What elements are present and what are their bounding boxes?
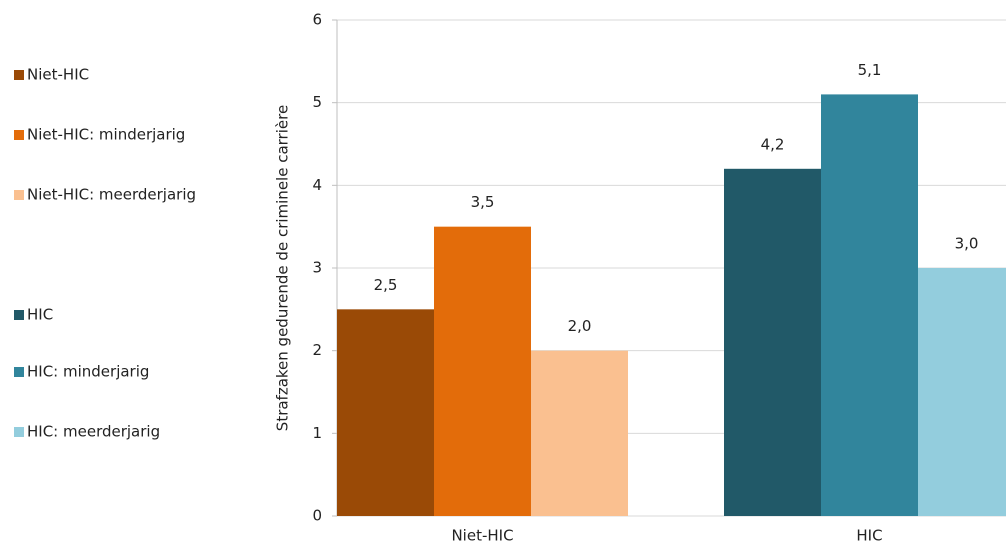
y-tick-label: 4	[312, 176, 322, 194]
value-label: 3,0	[955, 235, 979, 253]
y-tick-label: 6	[312, 11, 322, 29]
legend-label: HIC	[27, 306, 53, 324]
labels: 0 1 2 3 4 5 6 2,5 3,5 2,0 Niet-HIC 4,2 5,1 3,0 HIC Niet…	[14, 11, 978, 545]
bar	[918, 268, 1006, 516]
bar	[724, 168, 821, 517]
y-axis-label: Strafzaken gedurende de criminele carriè…	[274, 105, 292, 431]
y-tick-label: 2	[312, 341, 322, 359]
value-label: 2,0	[568, 317, 592, 335]
legend-label: Niet-HIC: minderjarig	[27, 126, 185, 144]
legend-label: Niet-HIC	[27, 66, 89, 84]
x-tick-label: Niet-HIC	[451, 527, 513, 545]
y-tick-label: 5	[312, 93, 322, 111]
legend-swatch	[14, 70, 24, 80]
bar	[821, 94, 918, 517]
legend-swatch	[14, 310, 24, 320]
value-label: 3,5	[471, 193, 495, 211]
bars	[337, 94, 1006, 517]
y-tick-label: 0	[312, 507, 322, 525]
y-tick-label: 3	[312, 259, 322, 277]
x-tick-label: HIC	[856, 527, 882, 545]
bar	[434, 226, 531, 516]
value-label: 4,2	[761, 135, 785, 153]
value-label: 2,5	[374, 276, 398, 294]
legend-label: Niet-HIC: meerderjarig	[27, 186, 196, 204]
legend-label: HIC: meerderjarig	[27, 423, 160, 441]
legend-swatch	[14, 130, 24, 140]
legend-swatch	[14, 427, 24, 437]
value-label: 5,1	[858, 61, 882, 79]
legend-label: HIC: minderjarig	[27, 363, 149, 381]
legend-swatch	[14, 367, 24, 377]
bar	[337, 309, 434, 516]
legend-swatch	[14, 190, 24, 200]
y-tick-label: 1	[312, 424, 322, 442]
bar	[531, 350, 628, 516]
